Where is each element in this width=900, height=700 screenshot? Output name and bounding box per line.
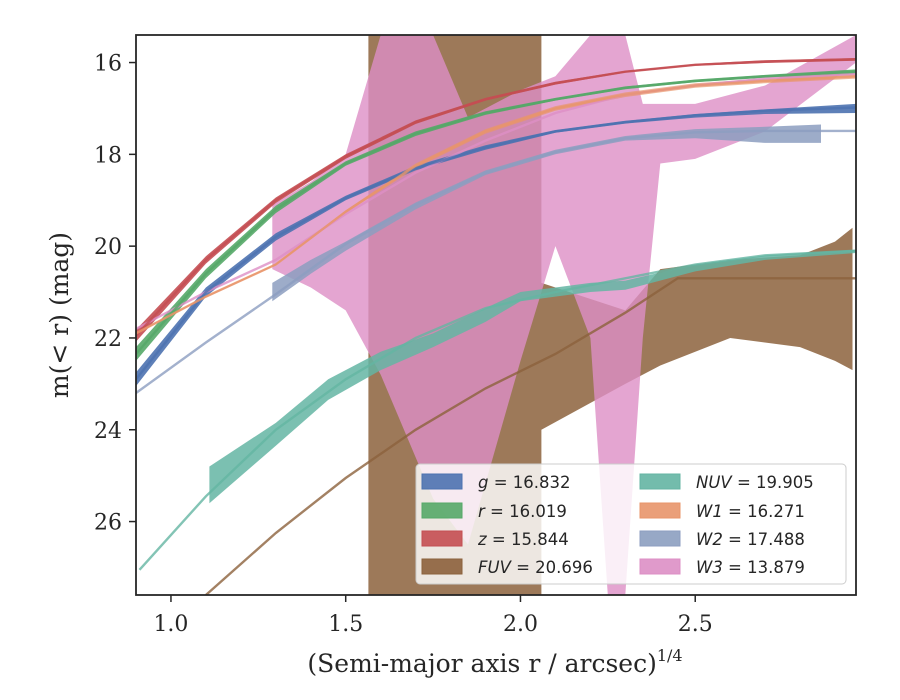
legend-swatch-w2 xyxy=(639,530,681,547)
legend-entry-nuv: NUV = 19.905 xyxy=(696,473,814,492)
x-tick-label: 2.5 xyxy=(678,612,713,637)
curve-w2 xyxy=(136,129,856,394)
legend-swatch-g xyxy=(421,473,463,490)
legend-entry-fuv: FUV = 20.696 xyxy=(478,558,593,577)
legend-value: = 15.844 xyxy=(487,530,569,549)
curve-w1 xyxy=(136,75,856,335)
legend-value: = 16.271 xyxy=(723,502,805,521)
legend-entry-w1: W1 = 16.271 xyxy=(696,502,805,521)
x-tick-label: 2.0 xyxy=(503,612,538,637)
band-w3 xyxy=(272,35,856,595)
legend-value: = 19.905 xyxy=(732,473,814,492)
band-nuv xyxy=(209,249,856,504)
y-tick-label: 16 xyxy=(94,52,122,77)
legend-value: = 17.488 xyxy=(723,530,805,549)
legend-swatch-w1 xyxy=(639,502,681,519)
legend-variable: NUV xyxy=(696,473,733,492)
band-z xyxy=(136,58,856,342)
y-axis-ticks: 16 18 20 22 24 26 xyxy=(94,52,136,536)
curve-g xyxy=(136,106,856,381)
legend-entry-g: g = 16.832 xyxy=(478,473,571,492)
curve-r xyxy=(136,70,856,355)
legend-variable: z xyxy=(477,530,487,549)
legend-value: = 16.019 xyxy=(485,502,567,521)
legend-box xyxy=(415,463,847,585)
x-axis-label-text: (Semi-major axis r / arcsec) xyxy=(307,649,656,678)
legend-variable: W2 xyxy=(696,530,723,549)
legend-swatch-w3 xyxy=(639,558,681,575)
y-tick-label: 22 xyxy=(94,327,122,352)
curve-z xyxy=(136,58,856,337)
legend-variable: FUV xyxy=(478,558,513,577)
x-tick-label: 1.0 xyxy=(153,612,188,637)
model-curves xyxy=(136,58,856,595)
legend-entry-w2: W2 = 17.488 xyxy=(696,530,805,549)
legend-entry-r: r = 16.019 xyxy=(478,502,567,521)
legend-value: = 13.879 xyxy=(723,558,805,577)
band-w2 xyxy=(272,124,821,302)
legend-variable: r xyxy=(478,502,486,521)
x-axis-label-exponent: 1/4 xyxy=(657,646,683,665)
legend-variable: g xyxy=(478,473,488,492)
legend-swatch-fuv xyxy=(421,558,463,575)
legend-entry-w3: W3 = 13.879 xyxy=(696,558,805,577)
legend-value: = 20.696 xyxy=(511,558,593,577)
error-bands xyxy=(136,35,856,595)
y-tick-label: 18 xyxy=(94,143,122,168)
x-tick-label: 1.5 xyxy=(328,612,363,637)
legend-variable: W3 xyxy=(696,558,723,577)
legend-variable: W1 xyxy=(696,502,723,521)
legend-swatch-z xyxy=(421,530,463,547)
x-axis-ticks: 1.0 1.5 2.0 2.5 xyxy=(153,595,713,637)
y-tick-label: 24 xyxy=(94,419,122,444)
legend-swatch-r xyxy=(421,502,463,519)
legend-entry-z: z = 15.844 xyxy=(477,530,569,549)
legend-value: = 16.832 xyxy=(488,473,570,492)
plot-frame xyxy=(135,34,857,596)
y-tick-label: 26 xyxy=(94,511,122,536)
legend-swatch-nuv xyxy=(639,473,681,490)
x-axis-label: (Semi-major axis r / arcsec)1/4 xyxy=(307,646,682,678)
curve-nuv xyxy=(138,249,856,571)
band-w1 xyxy=(136,74,856,335)
curve-fuv xyxy=(205,277,856,595)
y-tick-label: 20 xyxy=(94,235,122,260)
y-axis-label: m(< r) (mag) xyxy=(45,232,74,398)
